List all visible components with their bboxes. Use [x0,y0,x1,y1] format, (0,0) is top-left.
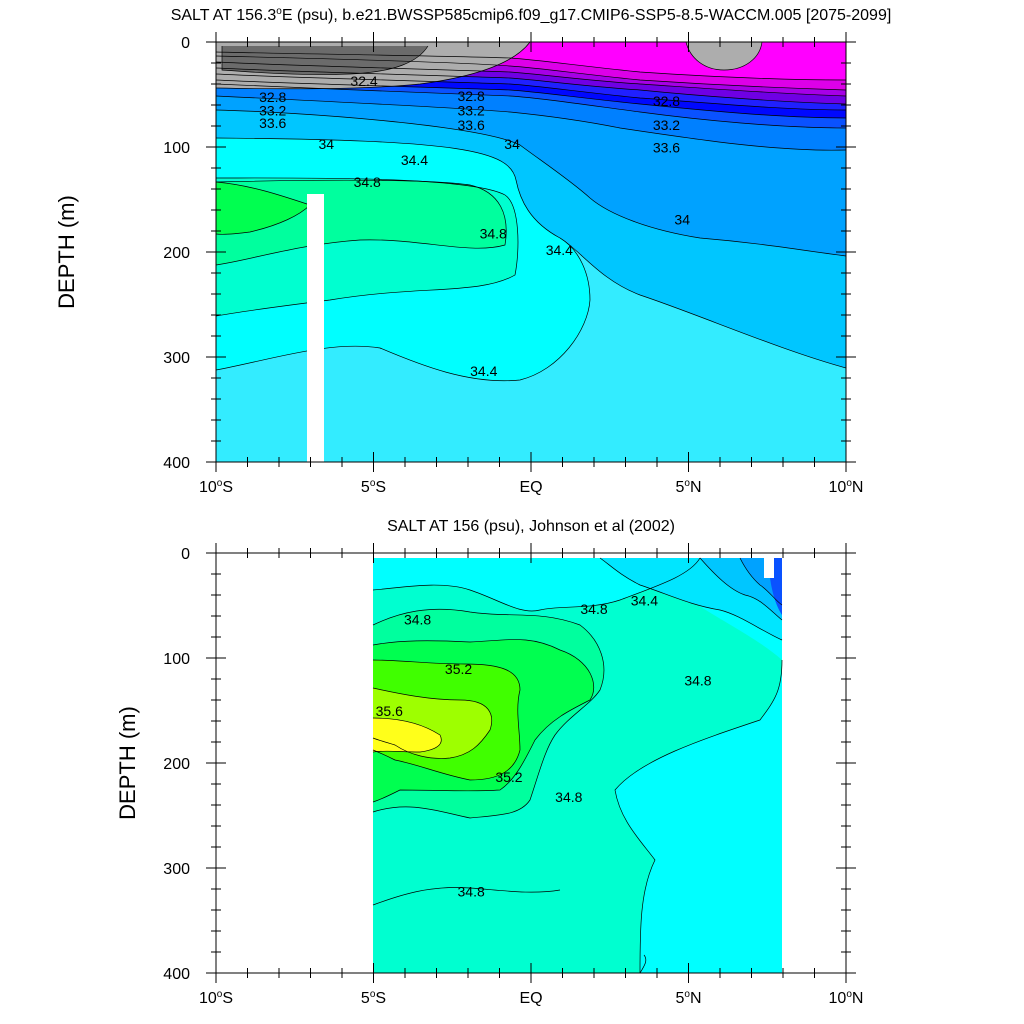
top-x-tick-label: 5oS [361,478,386,496]
top-contour-label: 34.4 [470,363,497,379]
top-x-tick-label: 5oN [675,478,701,496]
top-y-axis-label: DEPTH (m) [54,195,79,309]
bottom-plot-field [372,557,783,973]
bottom-contour-label: 34.8 [458,883,485,899]
top-contour-label: 34 [674,212,690,228]
bottom-contour-label: 35.2 [495,769,522,785]
top-contour-label: 33.6 [653,139,680,155]
bottom-panel-title: SALT AT 156 (psu), Johnson et al (2002) [387,518,675,535]
bottom-contour-labels: 34.8 34.8 34.4 35.2 34.8 35.6 35.2 34.8 34.8 [376,593,712,900]
bottom-x-tick-label: 10oS [199,989,233,1007]
top-x-tick-label: EQ [519,479,542,496]
bottom-x-tick-label: 5oN [675,989,701,1007]
top-y-tick-label: 0 [181,35,190,52]
bottom-axes: 10oS 5oS EQ 5oN 10oN 0 100 200 300 400 [163,543,863,1007]
top-y-tick-label: 100 [163,140,190,157]
top-contour-label: 34.8 [354,174,381,190]
bottom-y-tick-label: 400 [163,966,190,983]
bottom-x-tick-label: EQ [519,990,542,1007]
bottom-panel: SALT AT 156 (psu), Johnson et al (2002) [115,518,863,1007]
top-contour-label: 33.2 [458,103,485,119]
bottom-y-tick-label: 300 [163,861,190,878]
top-contour-label: 32.8 [259,89,286,105]
top-contour-label: 34 [318,136,334,152]
bottom-x-tick-label: 5oS [361,989,386,1007]
bottom-y-tick-label: 0 [181,546,190,563]
top-y-tick-label: 400 [163,455,190,472]
top-y-tick-label: 200 [163,245,190,262]
top-contour-label: 32.8 [653,93,680,109]
top-panel-title: SALT AT 156.3oE (psu), b.e21.BWSSP585cmi… [171,6,892,24]
bottom-y-tick-label: 200 [163,756,190,773]
bottom-x-tick-label: 10oN [829,989,864,1007]
top-contour-label: 34.4 [401,152,428,168]
top-contour-label: 33.2 [653,117,680,133]
top-contour-label: 34.8 [480,225,507,241]
bottom-contour-label: 34.8 [404,611,431,627]
bottom-y-tick-label: 100 [163,651,190,668]
top-contour-labels: 32.432.833.233.632.833.233.632.833.233.6… [259,73,690,379]
top-panel: SALT AT 156.3oE (psu), b.e21.BWSSP585cmi… [54,6,891,496]
top-contour-label: 32.4 [350,73,377,89]
top-x-tick-label: 10oN [829,478,864,496]
bottom-contour-label: 34.8 [684,672,711,688]
top-plot-field [216,42,846,462]
bottom-contour-label: 35.6 [376,703,403,719]
top-x-tick-label: 10oS [199,478,233,496]
top-contour-label: 34 [504,136,520,152]
top-y-tick-label: 300 [163,350,190,367]
bottom-contour-label: 34.4 [631,593,658,609]
top-contour-label: 33.2 [259,103,286,119]
bottom-contour-label: 34.8 [580,601,607,617]
bottom-contour-label: 34.8 [555,789,582,805]
top-contour-label: 32.8 [458,88,485,104]
top-contour-label: 34.4 [546,242,573,258]
top-axes: 10oS 5oS EQ 5oN 10oN 0 100 200 300 400 [163,32,863,496]
bottom-y-axis-label: DEPTH (m) [115,706,140,820]
bottom-contour-label: 35.2 [445,661,472,677]
top-contour-label: 33.6 [259,115,286,131]
top-contour-label: 33.6 [458,117,485,133]
